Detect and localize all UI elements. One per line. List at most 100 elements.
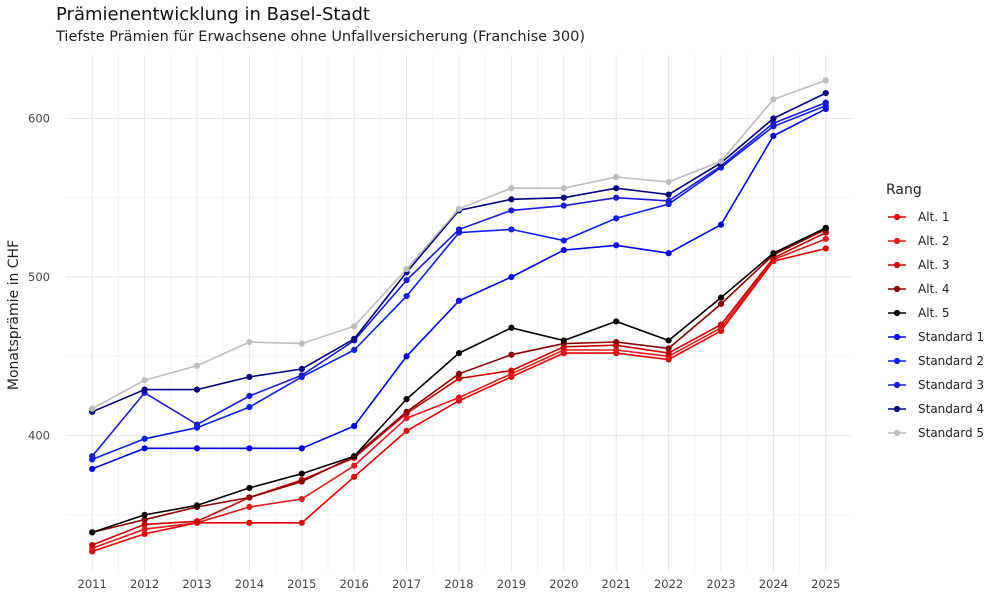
- data-point: [822, 99, 829, 106]
- legend-item: Standard 2: [888, 354, 984, 368]
- legend-marker: [893, 405, 901, 413]
- data-point: [141, 516, 148, 523]
- x-tick-label: 2013: [182, 577, 211, 591]
- data-point: [613, 242, 620, 249]
- legend-marker: [893, 333, 901, 341]
- y-tick-label: 600: [28, 111, 50, 125]
- data-point: [770, 96, 777, 103]
- data-point: [141, 511, 148, 519]
- data-point: [508, 196, 515, 203]
- data-point: [665, 197, 672, 205]
- data-point: [665, 178, 672, 185]
- legend-item: Standard 5: [888, 426, 984, 440]
- data-point: [403, 427, 410, 434]
- data-point: [89, 405, 96, 412]
- legend-label: Alt. 3: [918, 258, 950, 272]
- data-point: [455, 375, 463, 382]
- x-tick-label: 2016: [340, 577, 369, 591]
- legend-marker: [893, 237, 901, 245]
- chart-title: Prämienentwicklung in Basel-Stadt: [56, 4, 370, 25]
- data-point: [141, 526, 148, 533]
- data-point: [822, 77, 829, 84]
- x-tick-label: 2020: [549, 577, 578, 591]
- data-point: [193, 518, 201, 525]
- legend-marker: [893, 309, 901, 317]
- data-point: [770, 120, 777, 127]
- legend-item: Standard 1: [888, 330, 984, 344]
- legend: Rang Alt. 1 Alt. 2 Alt. 3 Alt. 4 Alt. 5 Standa…: [886, 182, 984, 440]
- data-point: [613, 215, 620, 222]
- data-point: [403, 353, 410, 360]
- legend-marker: [893, 261, 901, 269]
- data-point: [298, 470, 305, 477]
- data-point: [455, 226, 463, 233]
- data-point: [403, 408, 410, 415]
- legend-marker: [893, 357, 901, 365]
- grid-layer: [66, 55, 852, 572]
- data-point: [717, 321, 725, 328]
- data-point: [141, 377, 148, 384]
- data-point: [560, 237, 567, 244]
- chart-subtitle: Tiefste Prämien für Erwachsene ohne Unfa…: [56, 29, 586, 45]
- series-standard-1: [89, 105, 829, 473]
- data-point: [89, 453, 96, 460]
- data-point: [508, 324, 515, 331]
- legend-marker: [893, 213, 901, 221]
- data-point: [613, 338, 620, 346]
- legend-marker: [893, 429, 901, 437]
- data-point: [298, 372, 305, 379]
- legend-title: Rang: [886, 182, 922, 198]
- legend-label: Standard 2: [918, 354, 984, 368]
- data-point: [665, 345, 672, 352]
- data-point: [246, 503, 253, 511]
- data-point: [613, 194, 620, 201]
- series-alt-5: [89, 224, 829, 536]
- x-tick-label: 2024: [759, 577, 788, 591]
- data-point: [141, 445, 148, 452]
- data-point: [246, 338, 253, 346]
- data-point: [822, 235, 829, 243]
- data-point: [298, 445, 305, 452]
- data-point: [403, 396, 410, 403]
- data-point: [613, 346, 620, 354]
- data-point: [613, 185, 620, 192]
- data-point: [193, 386, 201, 393]
- data-point: [403, 265, 410, 273]
- data-point: [455, 297, 463, 304]
- x-tick-label: 2012: [130, 577, 159, 591]
- data-point: [193, 502, 201, 509]
- data-point: [560, 202, 567, 209]
- y-tick-label: 400: [28, 429, 50, 443]
- data-point: [770, 132, 777, 139]
- data-point: [770, 115, 777, 122]
- data-point: [298, 340, 305, 347]
- data-point: [193, 362, 201, 369]
- data-point: [822, 89, 829, 97]
- data-point: [665, 250, 672, 257]
- data-point: [351, 323, 358, 330]
- x-tick-label: 2021: [602, 577, 631, 591]
- data-point: [141, 530, 148, 538]
- data-point: [246, 484, 253, 492]
- data-point: [351, 335, 358, 342]
- data-point: [89, 541, 96, 549]
- data-point: [193, 421, 201, 428]
- data-point: [455, 394, 463, 401]
- data-point: [141, 521, 148, 528]
- x-tick-label: 2015: [287, 577, 316, 591]
- data-point: [717, 294, 725, 301]
- series-standard-5: [89, 77, 829, 412]
- data-point: [89, 529, 96, 536]
- data-point: [246, 445, 253, 452]
- y-axis-label: Monatsprämie in CHF: [6, 240, 22, 390]
- legend-item: Standard 4: [888, 402, 984, 416]
- data-point: [508, 367, 515, 374]
- data-point: [560, 337, 567, 344]
- legend-item: Alt. 3: [888, 258, 950, 272]
- data-point: [455, 350, 463, 357]
- x-tick-label: 2025: [811, 577, 840, 591]
- data-point: [770, 250, 777, 257]
- data-point: [298, 495, 305, 503]
- data-point: [246, 373, 253, 381]
- data-point: [560, 246, 567, 254]
